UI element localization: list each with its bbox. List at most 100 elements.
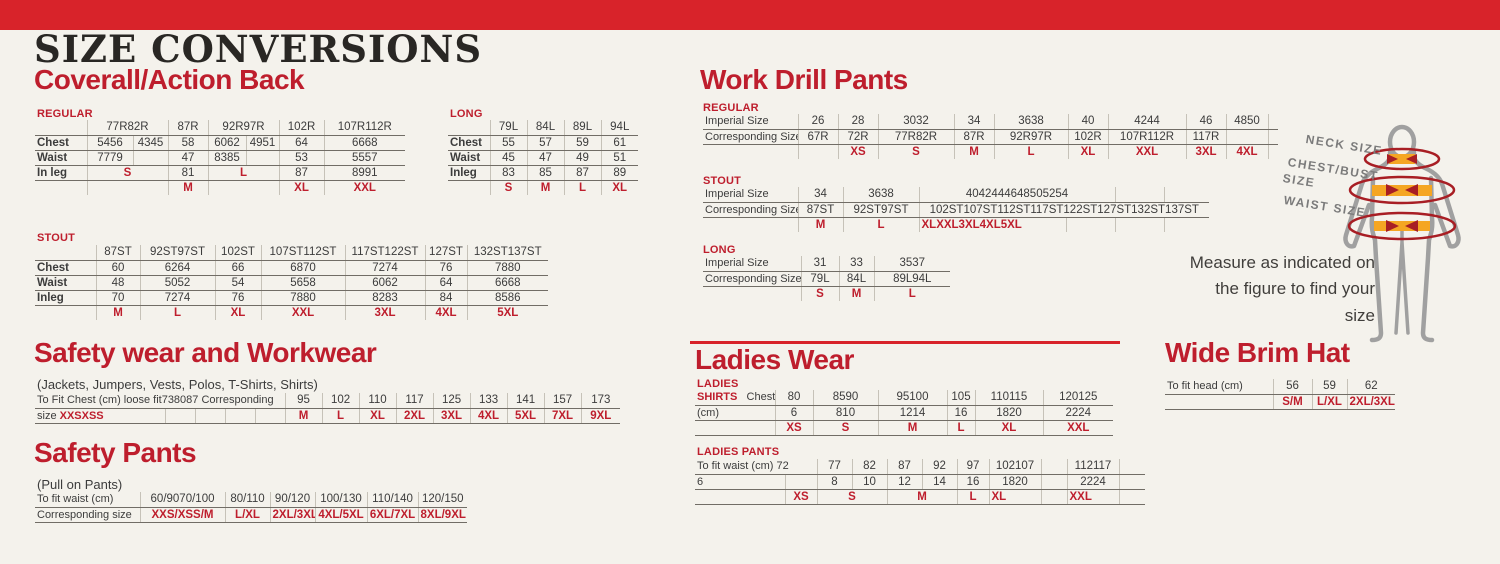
table-cell: 125	[432, 393, 471, 409]
size-table: To fit head (cm) 56 59 62 S/M L/XL 2XL/3XL	[1165, 379, 1395, 410]
table-cell: 3638	[993, 114, 1068, 130]
table-cell: L	[993, 144, 1068, 159]
table-cell: 46	[1185, 114, 1226, 130]
table-cell: 64	[424, 275, 467, 291]
table-cell: L	[842, 217, 919, 232]
table-cell: 107R112R	[1107, 129, 1186, 145]
table-cell: 80/110	[224, 492, 271, 508]
table-cell: L	[873, 286, 950, 301]
table-cell: 6264	[139, 260, 215, 276]
table-cell: 4042444648505254	[918, 187, 1116, 203]
table-cell: 133	[469, 393, 508, 409]
table-cell: 7779	[86, 150, 133, 166]
table-cell: 102107	[988, 459, 1041, 475]
table-cell: M	[838, 286, 874, 301]
table-cell: 83	[489, 165, 527, 181]
section-title-wide-brim-hat: Wide Brim Hat	[1165, 337, 1350, 368]
safety-wear-subtitle: (Jackets, Jumpers, Vests, Polos, T-Shirt…	[37, 377, 318, 392]
table-cell: L/XL	[1311, 394, 1347, 410]
table-cell: S/M	[1272, 394, 1312, 410]
table-cell: To fit head (cm)	[1165, 379, 1273, 395]
table-cell: M	[167, 180, 209, 195]
table-cell: 33	[838, 256, 874, 272]
table-cell: 8283	[344, 290, 425, 306]
table-cell: 2224	[1042, 405, 1113, 421]
table-cell: 102	[321, 393, 360, 409]
table-cell: 58	[167, 135, 209, 151]
table-cell: 8XL/9XL	[417, 507, 468, 523]
section-title-safety-wear: Safety wear and Workwear	[34, 337, 377, 368]
table-cell	[784, 474, 817, 490]
table-cell: 85	[526, 165, 564, 181]
table-cell: 87ST	[797, 202, 843, 218]
table-cell: 77R82R	[86, 120, 169, 136]
table-cell	[224, 408, 255, 424]
table-cell: XXL	[1107, 144, 1186, 159]
table-cell	[703, 217, 798, 232]
coverall-stout-label: STOUT	[37, 232, 76, 244]
ladies-pants-table: To fit waist (cm) 72 77 82 87 92 97 102107 1121…	[695, 459, 1145, 505]
table-cell	[1114, 187, 1165, 203]
table-cell: Imperial Size	[703, 114, 798, 130]
table-cell: 76	[424, 260, 467, 276]
table-cell: 81	[167, 165, 209, 181]
table-cell: 92	[921, 459, 957, 475]
table-cell: 102ST	[214, 245, 261, 261]
table-cell: 102R	[1067, 129, 1108, 145]
section-title-ladies: Ladies Wear	[695, 344, 854, 375]
table-cell: S	[812, 420, 878, 436]
table-cell: XL	[974, 420, 1043, 436]
table-cell: 4XL/5XL	[314, 507, 368, 523]
table-cell: 97	[956, 459, 989, 475]
table-cell: XL	[600, 180, 638, 195]
table-cell: 3638	[842, 187, 919, 203]
table-cell: 47	[526, 150, 564, 166]
workdrill-regular-table: Imperial Size 26 28 3032 34 3638 40 4244 46 4850 C…	[703, 114, 1278, 159]
table-cell: 87R	[167, 120, 209, 136]
table-cell: L	[956, 489, 989, 505]
table-cell: 14	[921, 474, 957, 490]
table-cell: 2XL/3XL	[269, 507, 316, 523]
table-cell: 54	[214, 275, 261, 291]
table-cell: 120125	[1042, 390, 1113, 406]
table-cell: Corresponding Size	[703, 129, 798, 145]
table-cell: Waist	[35, 275, 96, 291]
table-cell: 6	[774, 405, 813, 421]
table-cell: 92R97R	[993, 129, 1068, 145]
table-cell: 45	[489, 150, 527, 166]
table-cell: XXL	[1066, 489, 1119, 505]
table-cell: 7274	[344, 260, 425, 276]
table-cell-part: SHIRTS	[697, 391, 738, 404]
coverall-long-table: 79L 84L 89L 94L Chest 55 57 59 61 Waist 45 47 49 51 In…	[448, 120, 638, 195]
table-cell: 110	[358, 393, 397, 409]
table-cell: 57	[526, 135, 564, 151]
table-cell	[35, 305, 96, 320]
table-cell: 59	[1311, 379, 1347, 395]
table-cell	[1225, 129, 1268, 145]
table-cell	[132, 150, 169, 166]
table-cell: 61	[600, 135, 638, 151]
table-cell: M	[284, 408, 323, 424]
table-cell	[35, 180, 87, 195]
table-cell: 6062	[207, 135, 247, 151]
table-cell: 102R	[278, 120, 325, 136]
table-cell: 90/120	[269, 492, 316, 508]
workdrill-long-table: Imperial Size 31 33 3537 Corresponding Size 7…	[703, 256, 950, 301]
table-cell: 80	[774, 390, 813, 406]
size-table: To fit waist (cm) 60/9070/100 80/110 90/120…	[35, 492, 468, 523]
workdrill-regular-label: REGULAR	[703, 102, 759, 114]
table-cell: Corresponding Size	[703, 271, 801, 287]
table-cell-part: XXSXSS	[59, 409, 104, 422]
table-cell: 26	[797, 114, 838, 130]
table-cell	[1267, 144, 1278, 159]
table-cell	[1040, 474, 1067, 490]
table-cell	[1267, 114, 1278, 130]
table-cell: M	[953, 144, 994, 159]
table-cell: 127ST	[424, 245, 467, 261]
table-cell: 84	[424, 290, 467, 306]
table-cell: Chest	[35, 135, 87, 151]
table-cell: S	[816, 489, 887, 505]
table-cell	[1118, 474, 1145, 490]
workdrill-long-label: LONG	[703, 244, 736, 256]
